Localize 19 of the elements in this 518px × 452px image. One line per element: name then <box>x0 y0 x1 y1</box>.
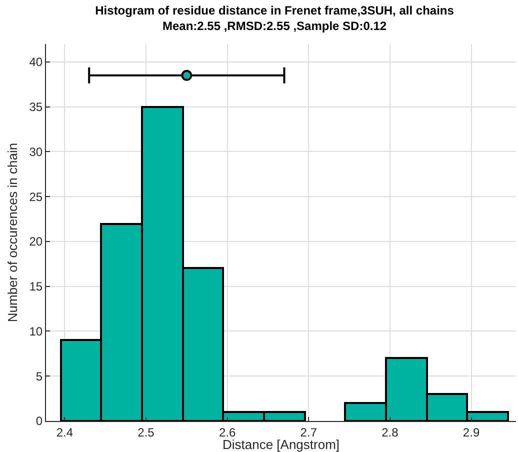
chart-subtitle: Mean:2.55 ,RMSD:2.55 ,Sample SD:0.12 <box>162 19 387 34</box>
y-tick-label: 15 <box>29 280 43 294</box>
x-axis-title: Distance [Angstrom] <box>222 437 340 452</box>
x-tick-label: 2.6 <box>218 425 236 440</box>
x-tick-label: 2.4 <box>56 425 74 440</box>
x-tick-label: 2.5 <box>138 425 155 440</box>
x-tick-label: 2.8 <box>382 425 399 440</box>
chart-title: Histogram of residue distance in Frenet frame,3SUH, all chains <box>95 3 454 18</box>
y-tick-label: 35 <box>29 100 43 114</box>
y-tick-label: 5 <box>36 369 43 384</box>
y-tick-label: 0 <box>36 414 43 428</box>
y-tick-label: 20 <box>29 234 43 249</box>
x-tick-label: 2.7 <box>300 425 318 440</box>
y-tick-label: 30 <box>29 144 43 159</box>
x-tick-label: 2.9 <box>462 425 480 440</box>
y-tick-label: 40 <box>29 55 43 70</box>
y-axis-title: Number of occurences in chain <box>5 142 20 322</box>
y-tick-label: 10 <box>29 324 43 338</box>
y-tick-label: 25 <box>29 190 43 204</box>
